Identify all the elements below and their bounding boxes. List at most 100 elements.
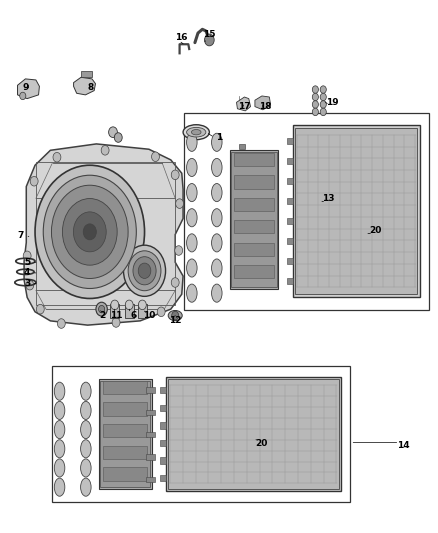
Ellipse shape xyxy=(212,183,222,201)
Ellipse shape xyxy=(187,158,197,176)
Bar xyxy=(36,162,175,305)
Ellipse shape xyxy=(212,284,222,302)
Text: 6: 6 xyxy=(131,311,137,320)
Ellipse shape xyxy=(54,401,65,419)
Ellipse shape xyxy=(212,209,222,227)
Circle shape xyxy=(172,311,179,320)
Circle shape xyxy=(320,86,326,93)
Polygon shape xyxy=(237,97,251,111)
Bar xyxy=(234,153,274,166)
Ellipse shape xyxy=(81,440,91,458)
Bar xyxy=(168,379,339,489)
Circle shape xyxy=(125,300,133,310)
Circle shape xyxy=(312,101,318,108)
Bar xyxy=(103,402,147,416)
Bar xyxy=(103,467,147,481)
Ellipse shape xyxy=(54,421,65,439)
Text: 14: 14 xyxy=(397,441,409,449)
Circle shape xyxy=(157,307,165,317)
Circle shape xyxy=(114,133,122,142)
Bar xyxy=(160,422,166,429)
Circle shape xyxy=(152,152,159,161)
Ellipse shape xyxy=(212,259,222,277)
Bar xyxy=(287,278,293,284)
Circle shape xyxy=(30,176,38,186)
Ellipse shape xyxy=(81,382,91,400)
Bar xyxy=(110,304,119,318)
Circle shape xyxy=(35,165,145,298)
Polygon shape xyxy=(18,79,39,99)
Circle shape xyxy=(111,300,119,310)
Bar xyxy=(160,440,166,446)
Circle shape xyxy=(20,92,26,100)
Bar xyxy=(146,410,155,415)
Text: 1: 1 xyxy=(216,133,222,142)
Bar xyxy=(103,424,147,437)
Circle shape xyxy=(205,34,214,46)
Bar xyxy=(287,178,293,184)
Bar xyxy=(160,405,166,411)
Ellipse shape xyxy=(81,421,91,439)
Text: 20: 20 xyxy=(370,226,382,235)
Text: 10: 10 xyxy=(143,311,155,320)
Bar xyxy=(287,198,293,204)
Bar xyxy=(295,128,417,294)
Ellipse shape xyxy=(54,459,65,477)
Ellipse shape xyxy=(187,183,197,201)
Ellipse shape xyxy=(212,158,222,176)
Circle shape xyxy=(51,185,128,278)
Circle shape xyxy=(36,304,44,314)
Circle shape xyxy=(109,127,117,138)
Bar xyxy=(166,377,341,491)
Circle shape xyxy=(53,152,61,162)
Ellipse shape xyxy=(187,127,206,137)
Circle shape xyxy=(312,93,318,101)
Ellipse shape xyxy=(54,382,65,400)
Text: 11: 11 xyxy=(110,311,122,320)
Bar xyxy=(103,381,147,394)
Bar xyxy=(160,475,166,481)
Circle shape xyxy=(128,251,161,290)
Ellipse shape xyxy=(183,125,209,140)
Text: 17: 17 xyxy=(238,102,251,111)
Text: 5: 5 xyxy=(24,258,30,266)
Ellipse shape xyxy=(54,440,65,458)
Circle shape xyxy=(320,108,326,116)
Circle shape xyxy=(171,278,179,287)
Circle shape xyxy=(133,257,156,285)
Text: 16: 16 xyxy=(176,33,188,42)
Ellipse shape xyxy=(187,133,197,151)
Text: 2: 2 xyxy=(99,311,105,320)
Ellipse shape xyxy=(212,234,222,252)
Bar xyxy=(287,158,293,164)
Bar xyxy=(234,220,274,233)
Text: 4: 4 xyxy=(24,269,30,277)
Bar xyxy=(160,457,166,464)
Circle shape xyxy=(43,175,136,288)
Text: 7: 7 xyxy=(18,231,24,240)
Bar xyxy=(99,379,152,489)
Text: 20: 20 xyxy=(256,439,268,448)
Circle shape xyxy=(73,212,106,252)
Circle shape xyxy=(171,170,179,180)
Circle shape xyxy=(138,300,146,310)
Ellipse shape xyxy=(191,130,201,135)
Bar xyxy=(234,175,274,189)
Ellipse shape xyxy=(187,284,197,302)
Text: 9: 9 xyxy=(22,84,28,92)
Circle shape xyxy=(26,280,34,290)
Circle shape xyxy=(176,199,184,208)
Circle shape xyxy=(124,245,166,296)
Circle shape xyxy=(320,101,326,108)
Circle shape xyxy=(312,108,318,116)
Circle shape xyxy=(138,263,151,278)
Ellipse shape xyxy=(54,478,65,496)
Polygon shape xyxy=(74,77,95,95)
Bar xyxy=(234,198,274,211)
Text: 19: 19 xyxy=(326,98,338,107)
Circle shape xyxy=(312,86,318,93)
Ellipse shape xyxy=(212,133,222,151)
Bar xyxy=(146,432,155,437)
Bar xyxy=(81,71,92,77)
Text: 12: 12 xyxy=(169,317,181,325)
